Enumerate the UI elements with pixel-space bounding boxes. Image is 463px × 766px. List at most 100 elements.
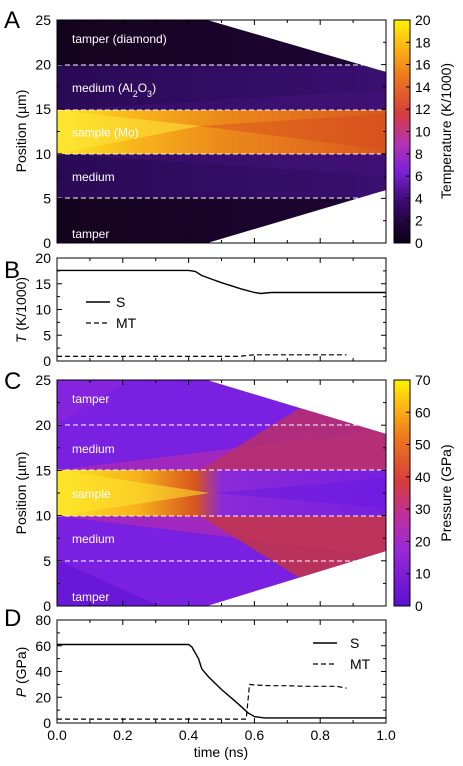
y-tick-label: 10 — [35, 146, 51, 162]
y-tick-label: 40 — [35, 664, 51, 680]
panel-a-heatmap — [57, 20, 386, 243]
panel-d-x-axis: 0.0 0.2 0.4 0.6 0.8 1.0 — [47, 620, 396, 743]
panel-c-pressure-map: C 0 5 10 15 20 25 Position (µm) tamper medium s… — [4, 368, 454, 614]
y-tick-label: 20 — [35, 57, 51, 73]
panel-b-temperature-trace: B 0 5 10 15 20 T (K/1000) S MT — [4, 250, 387, 369]
medium-bottom-fill — [57, 154, 386, 198]
legend-s-label: S — [350, 635, 359, 651]
pressure-colorbar — [393, 379, 411, 607]
colorbar-tick-label: 40 — [415, 469, 431, 485]
panel-a-letter: A — [4, 7, 20, 34]
panel-c-heatmap — [57, 380, 386, 606]
panel-a-y-axis: 0 5 10 15 20 25 — [35, 12, 386, 251]
y-tick-label: 80 — [35, 612, 51, 628]
colorbar-tick-label: 50 — [415, 437, 431, 453]
colorbar-tick-label: 2 — [415, 213, 423, 229]
high-pressure-lower — [200, 516, 386, 578]
sample-cooling-zone — [200, 114, 386, 150]
colorbar-tick-label: 0 — [415, 598, 423, 614]
panel-c-region-labels: tamper medium sample medium tamper — [72, 392, 115, 604]
colorbar-tick-label: 20 — [415, 533, 431, 549]
panel-a-x-axis — [56, 20, 387, 243]
y-tick-label: 15 — [35, 101, 51, 117]
pressure-colorbar-ticks: 0 10 20 30 40 50 60 70 — [406, 372, 431, 614]
shock-front-lower — [57, 154, 386, 176]
panel-c-y-axis: 0 5 10 15 20 25 — [35, 372, 386, 614]
x-tick-label: 0.8 — [310, 727, 330, 743]
region-label: tamper — [72, 590, 109, 604]
y-tick-label: 25 — [35, 12, 51, 28]
shock-front-upper — [57, 90, 386, 110]
high-pressure-upper — [200, 408, 386, 470]
y-tick-label: 0 — [43, 598, 51, 614]
colorbar-tick-label: 10 — [415, 124, 431, 140]
panel-b-legend: S MT — [86, 294, 137, 331]
panel-a-y-label: Position (µm) — [13, 90, 29, 173]
colorbar-tick-label: 20 — [415, 12, 431, 28]
sample-hot-core — [57, 470, 210, 516]
y-tick-label: 20 — [35, 417, 51, 433]
panel-c-x-axis — [56, 380, 387, 606]
sample-release-zone — [215, 478, 386, 508]
y-tick-label: 5 — [43, 327, 51, 343]
series-s-line — [57, 269, 386, 295]
x-tick-label: 0.0 — [47, 727, 67, 743]
tamper-bottom-shade — [57, 560, 160, 606]
y-tick-label: 5 — [43, 553, 51, 569]
medium-top-fill — [57, 65, 386, 110]
colorbar-tick-label: 16 — [415, 57, 431, 73]
legend-mt-label: MT — [350, 656, 371, 672]
region-label: medium — [72, 532, 115, 546]
panel-a-region-labels: tamper (diamond) medium (Al2O3) sample (Mo… — [72, 32, 167, 241]
temperature-colorbar-label: Temperature (K/1000) — [438, 63, 454, 199]
panel-b-letter: B — [4, 257, 20, 284]
y-tick-label: 25 — [35, 372, 51, 388]
region-label: sample (Mo) — [72, 126, 139, 140]
y-tick-label: 15 — [35, 462, 51, 478]
panel-b-y-label: T (K/1000) — [13, 277, 29, 343]
y-tick-label: 10 — [35, 302, 51, 318]
panel-d-y-axis: 0 20 40 60 80 — [35, 612, 386, 731]
region-label: medium — [72, 442, 115, 456]
colorbar-tick-label: 6 — [415, 168, 423, 184]
x-axis-label: time (ns) — [194, 744, 248, 760]
colorbar-tick-label: 14 — [415, 79, 431, 95]
colorbar-tick-label: 70 — [415, 372, 431, 388]
colorbar-tick-label: 30 — [415, 501, 431, 517]
panel-c-y-label: Position (µm) — [13, 452, 29, 535]
region-label: tamper — [72, 227, 109, 241]
x-tick-label: 0.6 — [245, 727, 265, 743]
panel-c-layer-boundaries — [57, 424, 386, 562]
colorbar-tick-label: 12 — [415, 101, 431, 117]
y-tick-label: 0 — [43, 715, 51, 731]
temperature-colorbar-ticks: 0 2 4 6 8 10 12 14 16 18 20 — [406, 12, 431, 251]
series-mt-line — [57, 354, 347, 357]
y-tick-label: 10 — [35, 508, 51, 524]
legend-s-label: S — [116, 294, 125, 310]
panel-a-layer-boundaries — [57, 64, 386, 199]
panel-b-frame — [56, 257, 387, 362]
panel-d-y-label: P (GPa) — [13, 647, 29, 698]
y-tick-label: 0 — [43, 235, 51, 251]
panel-d-pressure-trace: D 0 20 40 60 80 0.0 0.2 0.4 0.6 0.8 1.0 P (GPa) S… — [4, 605, 396, 760]
x-tick-label: 0.4 — [179, 727, 199, 743]
x-tick-label: 0.2 — [113, 727, 133, 743]
y-tick-label: 20 — [35, 250, 51, 266]
region-label: medium — [72, 170, 115, 184]
panel-b-lines — [57, 269, 386, 357]
colorbar-tick-label: 4 — [415, 190, 423, 206]
panel-b-y-axis: 0 5 10 15 20 — [35, 250, 386, 369]
x-tick-label: 1.0 — [376, 727, 396, 743]
panel-d-legend: S MT — [313, 635, 371, 672]
region-label: sample — [72, 487, 111, 501]
pressure-colorbar-label: Pressure (GPa) — [438, 444, 454, 541]
series-s-line — [57, 643, 386, 719]
region-label: medium (Al2O3) — [72, 81, 156, 99]
y-tick-label: 60 — [35, 638, 51, 654]
sample-hot-core — [57, 110, 200, 154]
tamper-top-shade — [57, 380, 130, 425]
panel-d-letter: D — [4, 605, 21, 632]
panel-c-letter: C — [4, 368, 21, 395]
